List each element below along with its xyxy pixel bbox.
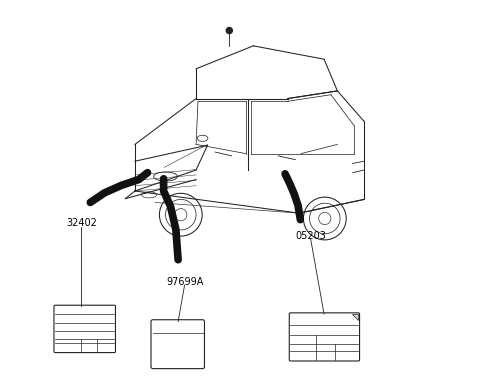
Polygon shape xyxy=(352,314,359,320)
FancyBboxPatch shape xyxy=(151,320,204,369)
FancyBboxPatch shape xyxy=(289,313,360,361)
Text: 97699A: 97699A xyxy=(166,277,204,287)
FancyBboxPatch shape xyxy=(54,305,116,353)
Circle shape xyxy=(226,28,232,34)
Text: 32402: 32402 xyxy=(66,219,97,228)
Text: 05203: 05203 xyxy=(295,231,326,241)
